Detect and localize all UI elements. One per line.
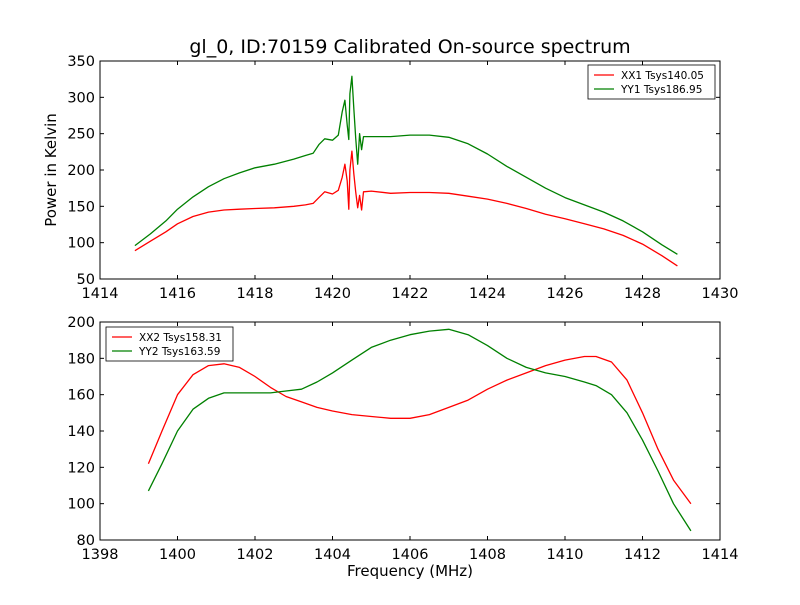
x-tick-label: 1414 (702, 547, 739, 563)
y-tick-label: 300 (67, 90, 95, 106)
x-tick-label: 1406 (392, 547, 429, 563)
x-tick-label: 1414 (82, 286, 119, 302)
series-line-xx1 (134, 150, 678, 267)
x-axis-title: Frequency (MHz) (347, 562, 473, 580)
y-tick-label: 120 (67, 460, 95, 476)
legend-box (587, 64, 716, 100)
y-tick-label: 250 (67, 127, 95, 143)
y-tick-label: 200 (67, 163, 95, 179)
x-tick-label: 1398 (82, 547, 119, 563)
x-tick-label: 1426 (547, 286, 584, 302)
y-tick-label: 80 (77, 533, 95, 549)
legend-label: YY1 Tsys186.95 (620, 84, 702, 96)
y-tick-label: 140 (67, 424, 95, 440)
y-tick-label: 100 (67, 497, 95, 513)
x-tick-label: 1400 (159, 547, 196, 563)
legend-label: YY2 Tsys163.59 (138, 346, 220, 358)
x-tick-label: 1408 (469, 547, 506, 563)
legend-label: XX1 Tsys140.05 (621, 70, 704, 82)
x-tick-label: 1418 (237, 286, 274, 302)
y-tick-label: 50 (77, 272, 95, 288)
y-axis-title: Power in Kelvin (42, 113, 60, 227)
legend-label: XX2 Tsys158.31 (139, 332, 222, 344)
x-tick-label: 1420 (314, 286, 351, 302)
y-tick-label: 100 (67, 236, 95, 252)
series-line-xx2 (147, 355, 692, 505)
y-tick-label: 150 (67, 199, 95, 215)
legend-box (105, 326, 234, 362)
series-line-yy2 (147, 328, 692, 532)
x-tick-label: 1428 (624, 286, 661, 302)
x-tick-label: 1422 (392, 286, 429, 302)
x-tick-label: 1402 (237, 547, 274, 563)
y-tick-label: 180 (67, 351, 95, 367)
y-tick-label: 350 (67, 54, 95, 70)
x-tick-label: 1424 (469, 286, 506, 302)
x-tick-label: 1412 (624, 547, 661, 563)
bottom-panel: 1398 1400 1402 1404 1406 1408 1410 1412 1414 80 10… (67, 315, 738, 580)
series-line-yy1 (134, 75, 678, 255)
legend: XX2 Tsys158.31 YY2 Tsys163.59 (105, 326, 234, 362)
y-tick-label: 200 (67, 315, 95, 331)
x-tick-label: 1410 (547, 547, 584, 563)
x-tick-label: 1404 (314, 547, 351, 563)
x-tick-label: 1416 (159, 286, 196, 302)
top-panel: 1414 1416 1418 1420 1422 1424 1426 1428 1430 50 10… (42, 54, 738, 302)
figure-title: gl_0, ID:70159 Calibrated On-source spec… (189, 36, 630, 58)
x-tick-label: 1430 (702, 286, 739, 302)
legend: XX1 Tsys140.05 YY1 Tsys186.95 (587, 64, 716, 100)
y-tick-label: 160 (67, 388, 95, 404)
